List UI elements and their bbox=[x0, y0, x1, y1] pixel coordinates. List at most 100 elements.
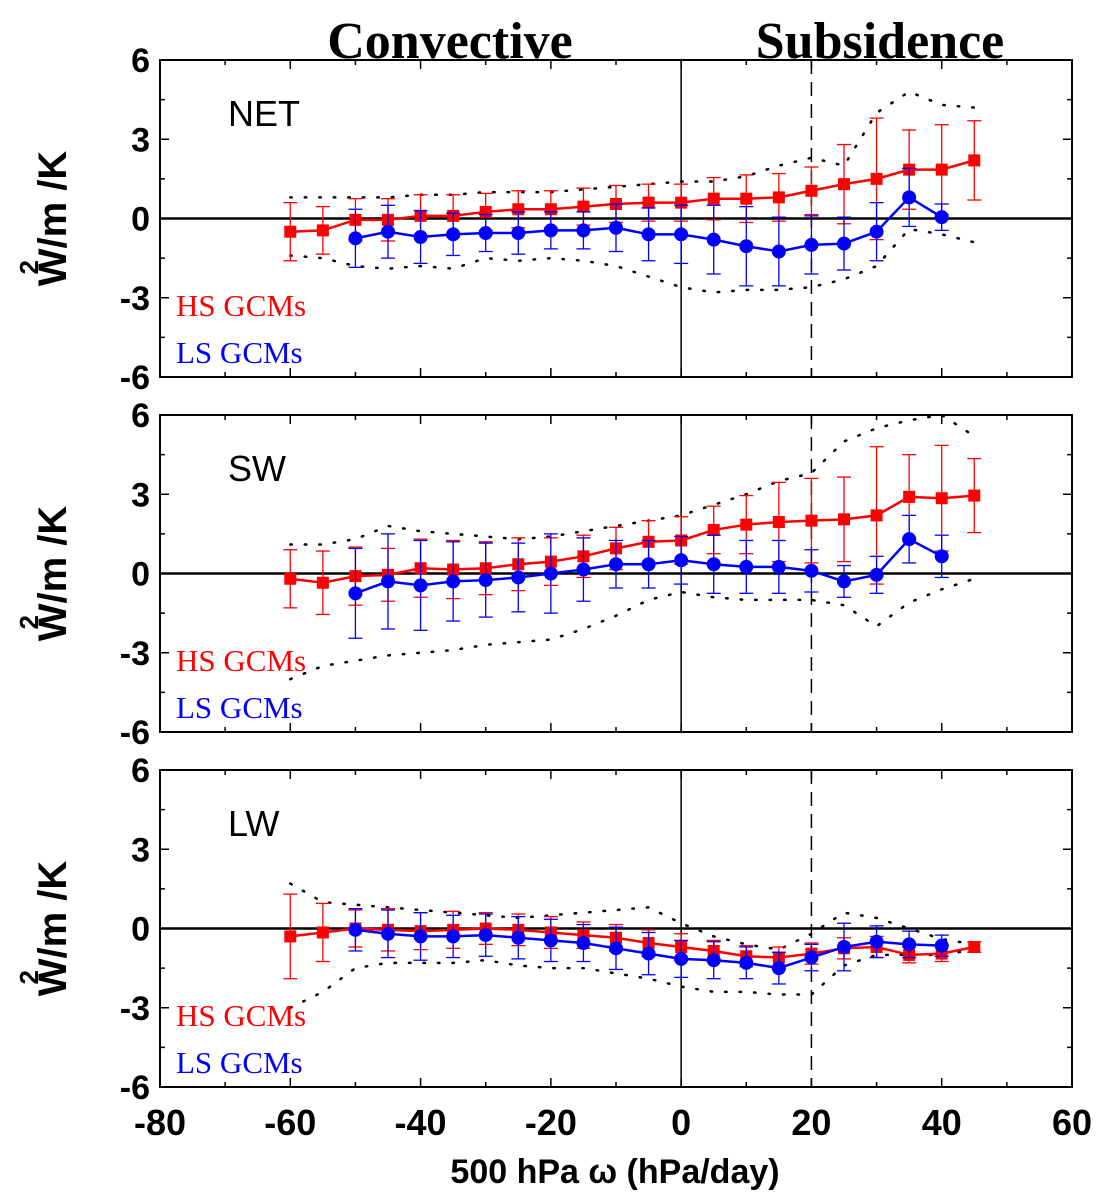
legend-ls: LS GCMs bbox=[176, 690, 303, 725]
data-point-ls bbox=[543, 933, 558, 948]
data-point-ls bbox=[576, 562, 591, 577]
data-point-ls bbox=[771, 559, 786, 574]
y-tick-label: 6 bbox=[131, 42, 150, 80]
data-point-ls bbox=[641, 946, 656, 961]
envelope-upper bbox=[289, 882, 976, 951]
data-point-hs bbox=[284, 225, 297, 238]
data-point-hs bbox=[577, 200, 590, 213]
data-point-hs bbox=[284, 572, 297, 585]
y-axis-label-superscript: 2 bbox=[14, 260, 44, 274]
data-point-hs bbox=[772, 191, 785, 204]
panel-sw: SW HS GCMs LS GCMs 6 3 0 -3 -6 W/m /K2 bbox=[14, 397, 1073, 752]
panel-net: NET HS GCMs LS GCMs 6 3 0 -3 -6 W/m /K2 bbox=[14, 42, 1073, 397]
data-point-ls bbox=[902, 532, 917, 547]
panel-label: LW bbox=[228, 803, 279, 844]
y-tick-label: -6 bbox=[120, 1069, 150, 1107]
envelope-lower bbox=[289, 948, 976, 1009]
data-point-ls bbox=[934, 938, 949, 953]
data-point-hs bbox=[903, 490, 916, 503]
y-tick-label: 3 bbox=[131, 476, 150, 514]
panel-lw: LW HS GCMs LS GCMs 6 3 0 -3 -6 W/m /K2 bbox=[14, 752, 1073, 1107]
data-point-ls bbox=[837, 574, 851, 589]
data-point-hs bbox=[316, 576, 329, 589]
data-point-ls bbox=[609, 220, 623, 235]
x-tick-label: -40 bbox=[395, 1102, 447, 1143]
data-point-ls bbox=[674, 951, 689, 966]
data-point-ls bbox=[641, 227, 656, 242]
y-axis-label: W/m /K bbox=[31, 151, 75, 287]
data-point-ls bbox=[413, 229, 428, 244]
y-tick-label: -3 bbox=[120, 635, 150, 673]
y-tick-label: 6 bbox=[131, 752, 150, 790]
data-point-ls bbox=[511, 570, 526, 585]
data-point-hs bbox=[935, 163, 948, 176]
y-tick-label: -3 bbox=[120, 280, 150, 318]
x-tick-label: 0 bbox=[671, 1102, 691, 1143]
data-point-hs bbox=[805, 514, 818, 527]
data-point-ls bbox=[511, 930, 526, 945]
y-axis-label: W/m /K bbox=[31, 861, 75, 997]
data-point-ls bbox=[641, 557, 656, 572]
data-point-hs bbox=[935, 492, 948, 505]
data-point-hs bbox=[740, 192, 753, 205]
data-point-ls bbox=[869, 224, 884, 239]
series-line-hs bbox=[290, 927, 975, 959]
data-point-hs bbox=[316, 224, 329, 237]
data-point-hs bbox=[805, 184, 818, 197]
data-point-ls bbox=[869, 934, 884, 949]
data-point-ls bbox=[413, 929, 428, 944]
data-point-ls bbox=[381, 926, 395, 941]
y-axis-label-superscript: 2 bbox=[14, 970, 44, 984]
data-point-ls bbox=[837, 236, 851, 251]
data-point-hs bbox=[707, 523, 720, 536]
data-point-ls bbox=[869, 567, 884, 582]
header-subsidence: Subsidence bbox=[756, 13, 1005, 70]
series-line-hs bbox=[290, 159, 975, 233]
data-point-ls bbox=[902, 937, 917, 952]
data-point-hs bbox=[772, 515, 785, 528]
data-point-hs bbox=[968, 489, 981, 502]
data-point-ls bbox=[478, 573, 493, 588]
data-point-ls bbox=[348, 586, 363, 601]
x-tick-label: 60 bbox=[1052, 1102, 1092, 1143]
envelope-lower bbox=[289, 227, 976, 294]
data-point-ls bbox=[609, 557, 623, 572]
legend-hs: HS GCMs bbox=[176, 643, 306, 678]
data-point-ls bbox=[446, 929, 461, 944]
y-tick-label: 3 bbox=[131, 831, 150, 869]
data-point-hs bbox=[838, 513, 850, 526]
y-axis-label: W/m /K bbox=[31, 506, 75, 642]
data-point-ls bbox=[381, 224, 395, 239]
data-point-hs bbox=[316, 926, 329, 939]
envelope-upper bbox=[289, 413, 976, 546]
header-convective: Convective bbox=[327, 13, 572, 70]
x-tick-label: 20 bbox=[791, 1102, 831, 1143]
data-point-ls bbox=[934, 549, 949, 564]
data-point-ls bbox=[576, 936, 591, 951]
x-tick-label: -60 bbox=[264, 1102, 316, 1143]
y-tick-label: 0 bbox=[131, 911, 150, 949]
data-point-ls bbox=[902, 190, 917, 205]
data-point-ls bbox=[739, 955, 754, 970]
x-tick-label: -20 bbox=[525, 1102, 577, 1143]
y-tick-label: 0 bbox=[131, 556, 150, 594]
data-point-ls bbox=[674, 227, 689, 242]
data-point-hs bbox=[284, 930, 297, 943]
data-point-hs bbox=[870, 509, 883, 522]
data-point-ls bbox=[706, 953, 721, 968]
legend-hs: HS GCMs bbox=[176, 288, 306, 323]
series-line-hs bbox=[290, 494, 975, 585]
data-point-hs bbox=[838, 178, 850, 191]
data-point-ls bbox=[739, 239, 754, 254]
y-tick-label: 3 bbox=[131, 121, 150, 159]
legend-ls: LS GCMs bbox=[176, 335, 303, 370]
panel-label: SW bbox=[228, 448, 286, 489]
data-point-ls bbox=[804, 950, 819, 965]
x-axis-label: 500 hPa ω (hPa/day) bbox=[450, 1153, 779, 1191]
data-point-ls bbox=[478, 226, 493, 241]
data-point-ls bbox=[446, 574, 461, 589]
data-point-hs bbox=[740, 518, 753, 531]
data-point-ls bbox=[706, 232, 721, 247]
